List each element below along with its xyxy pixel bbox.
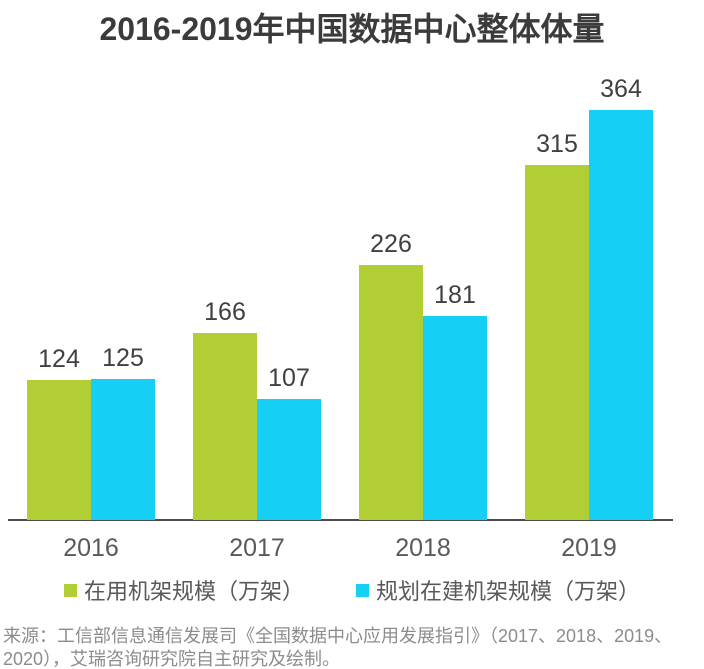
source-note: 来源：工信部信息通信发展司《全国数据中心应用发展指引》（2017、2018、20… xyxy=(3,625,703,669)
bar-planned-2019 xyxy=(589,110,653,520)
x-tick-2018: 2018 xyxy=(395,534,451,562)
bar-planned-2017 xyxy=(257,399,321,520)
x-axis-line xyxy=(8,519,673,521)
legend-swatch-icon xyxy=(63,583,77,597)
value-label-in-use-2017: 166 xyxy=(204,298,246,326)
value-label-planned-2018: 181 xyxy=(434,281,476,309)
x-tick-2019: 2019 xyxy=(561,534,617,562)
bar-in-use-2018 xyxy=(359,265,423,520)
bar-in-use-2016 xyxy=(27,380,91,520)
legend-item-planned: 规划在建机架规模（万架） xyxy=(356,574,640,606)
bar-in-use-2019 xyxy=(525,165,589,520)
source-line-2: 2020），艾瑞咨询研究院自主研究及绘制。 xyxy=(3,649,341,669)
bar-in-use-2017 xyxy=(193,333,257,520)
bar-planned-2018 xyxy=(423,316,487,520)
legend-item-in-use: 在用机架规模（万架） xyxy=(63,574,304,606)
value-label-in-use-2016: 124 xyxy=(38,345,80,373)
legend-label: 在用机架规模（万架） xyxy=(83,579,304,604)
legend-label: 规划在建机架规模（万架） xyxy=(376,579,641,604)
chart-title: 2016-2019年中国数据中心整体体量 xyxy=(99,11,605,47)
value-label-planned-2016: 125 xyxy=(102,344,144,372)
x-tick-2017: 2017 xyxy=(229,534,285,562)
legend-swatch-icon xyxy=(356,583,369,597)
bar-planned-2016 xyxy=(91,379,155,520)
x-tick-2016: 2016 xyxy=(63,534,119,562)
legend: 在用机架规模（万架） 规划在建机架规模（万架） xyxy=(0,574,704,606)
value-label-planned-2017: 107 xyxy=(268,364,310,392)
value-label-in-use-2019: 315 xyxy=(536,130,578,158)
value-label-planned-2019: 364 xyxy=(600,75,642,103)
value-label-in-use-2018: 226 xyxy=(370,230,412,258)
source-line-1: 来源：工信部信息通信发展司《全国数据中心应用发展指引》（2017、2018、20… xyxy=(3,626,673,646)
